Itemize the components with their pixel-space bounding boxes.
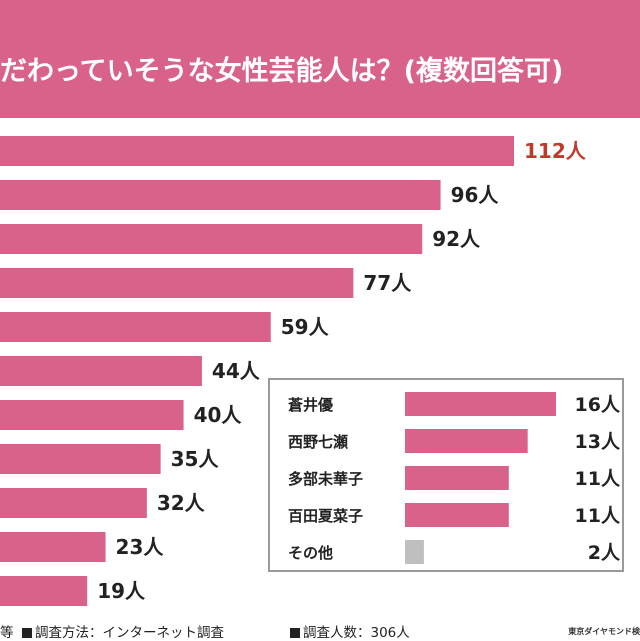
bar-8: [0, 488, 147, 518]
footer-partial: 等: [0, 625, 14, 641]
bar-10: [0, 576, 88, 606]
footer: 等 調査方法：インターネット調査 調査人数：306人 東京ダイヤモンド検: [0, 619, 640, 641]
inset-value-label-3: 11人: [575, 505, 621, 527]
inset-value-label-4: 2人: [588, 542, 621, 564]
bar-value-label-7: 35人: [171, 447, 220, 471]
inset-bar-4: [405, 540, 424, 564]
square-bullet-icon: [290, 628, 300, 638]
inset-bar-2: [405, 466, 509, 490]
bar-0: [0, 136, 514, 166]
footer-count: 調査人数：306人: [290, 621, 410, 641]
bar-value-label-2: 92人: [432, 227, 481, 251]
bar-value-label-10: 19人: [97, 579, 146, 603]
bar-value-label-3: 77人: [363, 271, 412, 295]
inset-category-1: 西野七瀬: [288, 433, 348, 451]
chart-title: だわっていそうな女性芸能人は？(複数回答可): [0, 56, 564, 87]
bar-7: [0, 444, 161, 474]
footer-method: 調査方法：インターネット調査: [22, 621, 224, 641]
inset-category-4: その他: [288, 544, 333, 562]
inset-category-0: 蒼井優: [288, 396, 334, 414]
inset-bar-0: [405, 392, 556, 416]
bar-value-label-8: 32人: [157, 491, 206, 515]
title-bar: だわっていそうな女性芸能人は？(複数回答可): [0, 0, 640, 118]
bar-1: [0, 180, 441, 210]
bar-value-label-4: 59人: [281, 315, 330, 339]
bar-4: [0, 312, 271, 342]
inset-bar-1: [405, 429, 528, 453]
footer-method-text: 調査方法：インターネット調査: [35, 625, 224, 641]
inset-category-3: 百田夏菜子: [288, 507, 363, 525]
inset-value-label-2: 11人: [575, 468, 621, 490]
bar-2: [0, 224, 423, 254]
inset-value-label-1: 13人: [575, 431, 621, 453]
bar-value-label-9: 23人: [116, 535, 165, 559]
bar-9: [0, 532, 106, 562]
bar-6: [0, 400, 184, 430]
bar-5: [0, 356, 202, 386]
bar-value-label-5: 44人: [212, 359, 261, 383]
inset-category-2: 多部未華子: [288, 470, 363, 488]
bar-chart: 112人 96人 92人 77人 59人 44人 40人 35人 32人 23人 19人: [0, 136, 587, 606]
inset-bar-3: [405, 503, 509, 527]
bar-value-label-1: 96人: [451, 183, 500, 207]
bar-3: [0, 268, 354, 298]
bar-value-label-6: 40人: [194, 403, 243, 427]
bar-value-label-0: 112人: [524, 139, 587, 163]
inset-value-label-0: 16人: [575, 394, 621, 416]
footer-credit: 東京ダイヤモンド検: [568, 627, 640, 636]
square-bullet-icon: [22, 628, 32, 638]
footer-count-text: 調査人数：306人: [303, 625, 410, 641]
